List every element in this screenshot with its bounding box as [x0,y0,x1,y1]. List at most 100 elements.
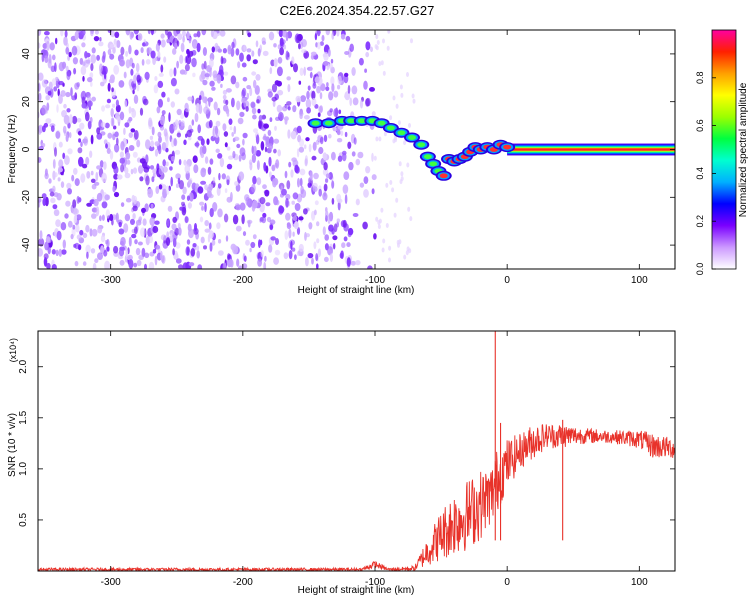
noise-speck [67,188,72,195]
noise-speck [100,234,106,243]
noise-speck [319,41,324,46]
noise-speck [246,85,252,90]
noise-speck [263,261,267,269]
noise-speck [142,218,147,226]
noise-speck [322,61,329,66]
noise-speck [241,214,245,225]
noise-speck [58,141,63,148]
noise-speck [91,183,97,190]
noise-speck [270,59,275,67]
noise-speck [228,118,233,125]
noise-speck [252,175,257,185]
noise-speck [120,236,126,247]
noise-speck [67,220,73,228]
noise-speck [370,46,373,53]
noise-speck [236,100,241,111]
noise-speck [241,152,246,161]
noise-speck [268,31,275,41]
noise-speck [140,227,146,237]
noise-speck [91,96,96,102]
noise-speck [295,95,301,103]
noise-speck [175,242,181,249]
noise-speck [405,250,409,256]
spectrogram-noise-field [38,30,416,269]
noise-speck [329,108,333,113]
noise-speck [132,89,135,95]
noise-speck [299,168,306,176]
y-tick-label: 0 [21,146,32,152]
noise-speck [149,217,156,226]
noise-speck [153,84,159,94]
noise-speck [212,202,218,212]
noise-speck [197,124,201,134]
noise-speck [350,260,356,266]
noise-speck [62,125,67,134]
noise-speck [150,203,154,209]
noise-speck [130,68,134,76]
noise-speck [197,186,204,194]
noise-speck [208,183,214,191]
noise-speck [87,77,93,83]
noise-speck [403,140,407,146]
noise-speck [93,198,99,207]
noise-speck [137,33,143,41]
noise-speck [252,199,258,209]
noise-speck [352,97,359,106]
noise-speck [44,31,50,36]
noise-speck [170,155,175,162]
noise-speck [226,146,231,151]
noise-speck [311,90,316,101]
noise-speck [139,158,146,164]
noise-speck [149,165,155,170]
noise-speck [133,130,139,140]
noise-speck [51,249,56,255]
noise-speck [125,248,128,258]
y-tick-label: 1.5 [18,410,29,424]
noise-speck [86,251,89,259]
noise-speck [186,129,192,138]
noise-speck [305,98,312,109]
noise-speck [82,163,88,169]
track-blob-core [417,142,426,148]
noise-speck [183,139,187,146]
noise-speck [252,114,257,120]
noise-speck [134,226,138,235]
noise-speck [269,219,276,225]
noise-speck [51,78,57,86]
noise-speck [232,214,239,225]
noise-speck [204,220,209,227]
noise-speck [285,198,289,208]
noise-speck [211,46,215,53]
noise-speck [158,184,163,190]
noise-speck [262,184,267,190]
noise-speck [222,262,227,269]
noise-speck [303,144,307,150]
noise-speck [201,205,204,211]
noise-speck [278,205,285,214]
noise-speck [86,171,91,179]
noise-speck [169,166,173,171]
noise-speck [345,35,351,42]
noise-speck [292,192,299,200]
noise-speck [208,193,214,199]
noise-speck [263,123,269,129]
noise-speck [209,80,215,87]
snr-plot-area [38,331,675,571]
noise-speck [209,207,214,218]
noise-speck [109,53,115,60]
noise-speck [287,129,291,139]
noise-speck [188,37,192,44]
noise-speck [239,52,244,62]
noise-speck [325,30,330,36]
noise-speck [308,222,313,230]
noise-speck [324,256,329,263]
noise-speck [175,183,179,188]
noise-speck [148,117,153,127]
noise-speck [85,244,91,254]
noise-speck [296,34,302,44]
noise-speck [237,265,243,269]
noise-speck [133,262,138,268]
noise-speck [316,238,320,244]
noise-speck [247,32,252,38]
noise-speck [71,207,78,215]
